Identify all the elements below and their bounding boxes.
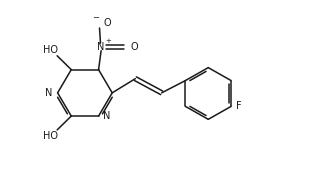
Text: O: O: [130, 42, 138, 52]
Text: HO: HO: [43, 45, 58, 55]
Text: N: N: [98, 42, 105, 52]
Text: F: F: [236, 101, 241, 111]
Text: O: O: [103, 18, 111, 28]
Text: −: −: [92, 13, 99, 22]
Text: N: N: [103, 111, 111, 121]
Text: HO: HO: [43, 131, 58, 141]
Text: N: N: [45, 88, 53, 98]
Text: +: +: [105, 38, 111, 44]
